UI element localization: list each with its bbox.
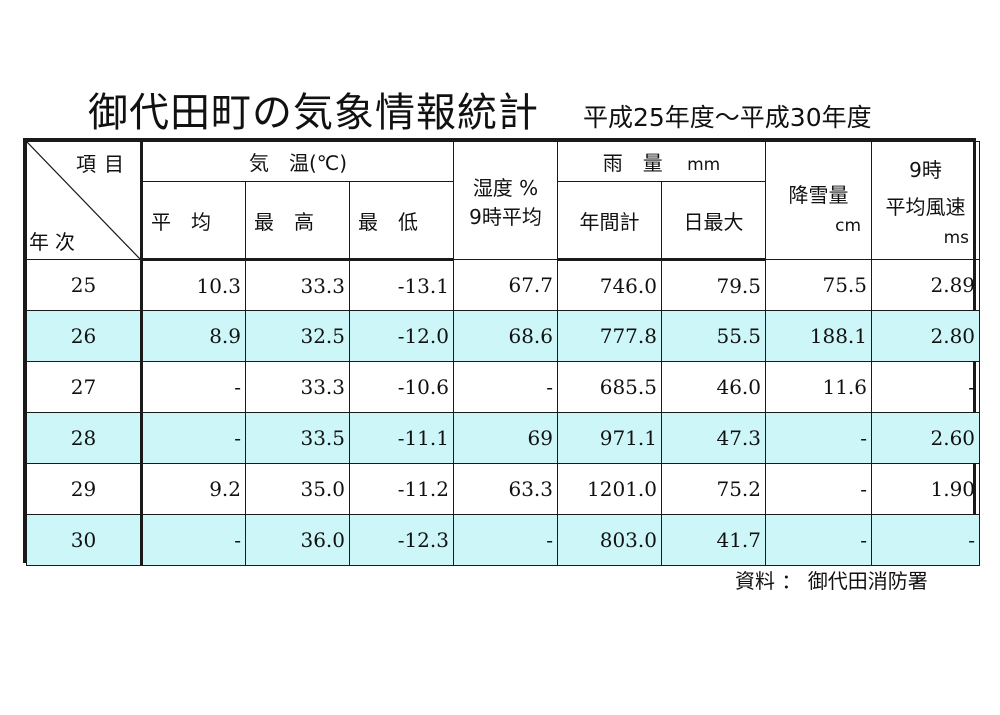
cell-year: 28: [26, 412, 142, 464]
cell-avg: -: [140, 361, 246, 413]
cell-avg: -: [140, 514, 246, 566]
cell-min: -11.2: [349, 463, 454, 515]
cell-avg: -: [140, 412, 246, 464]
cell-wind: 2.80: [871, 310, 981, 362]
table-row: 26 8.9 32.5 -12.0 68.6 777.8 55.5 188.1 2.80: [26, 310, 981, 362]
humidity-header: 湿度 % 9時平均: [453, 141, 558, 260]
cell-avg: 9.2: [140, 463, 246, 515]
rain-header-unit: mm: [687, 155, 721, 175]
cell-min: -12.3: [349, 514, 454, 566]
table-row: 27-33.3 -10.6-685.5 46.0 11.6-: [26, 361, 981, 413]
corner-label-year: 年次: [29, 230, 81, 254]
cell-max: 33.3: [245, 259, 350, 311]
corner-diagonal: [27, 142, 140, 259]
cell-wind: 2.89: [871, 259, 981, 311]
temp-min-header: 最 低: [349, 181, 454, 261]
cell-year: 29: [26, 463, 142, 515]
temp-min-header-label: 最 低: [358, 209, 418, 234]
cell-rain-year: 777.8: [557, 310, 662, 362]
rain-header: 雨 量 mm: [556, 141, 767, 182]
cell-max: 35.0: [245, 463, 350, 515]
temp-avg-header-label: 平 均: [151, 209, 211, 234]
cell-rain-day: 47.3: [660, 412, 767, 464]
temperature-header: 気 温(℃): [140, 141, 454, 182]
cell-humidity: 63.3: [453, 463, 558, 515]
cell-year: 25: [26, 259, 142, 311]
cell-year: 30: [26, 514, 142, 566]
snow-header-label: 降雪量: [788, 183, 849, 207]
cell-humidity: -: [453, 514, 558, 566]
cell-max: 33.5: [245, 412, 350, 464]
cell-rain-day: 41.7: [660, 514, 767, 566]
cell-rain-day: 55.5: [660, 310, 767, 362]
rain-day-header: 日最大: [660, 181, 767, 261]
cell-min: -10.6: [349, 361, 454, 413]
cell-max: 36.0: [245, 514, 350, 566]
table-row: 28-33.5 -11.1 69 971.1 47.3-2.60: [26, 412, 981, 464]
cell-rain-year: 685.5: [557, 361, 662, 413]
rain-header-label: 雨 量: [602, 151, 663, 175]
cell-year: 26: [26, 310, 142, 362]
cell-min: -11.1: [349, 412, 454, 464]
temp-max-header: 最 高: [245, 181, 350, 261]
snow-header: 降雪量 cm: [765, 141, 873, 260]
cell-rain-year: 971.1: [557, 412, 662, 464]
rain-year-header: 年間計: [557, 181, 662, 261]
cell-rain-day: 46.0: [660, 361, 767, 413]
wind-header-line2: 平均風速: [885, 194, 966, 219]
cell-wind: -: [871, 514, 981, 566]
wind-header: 9時 平均風速 ms: [871, 141, 981, 260]
cell-snow: 75.5: [765, 259, 873, 311]
wind-header-unit: ms: [943, 227, 970, 248]
page-title: 御代田町の気象情報統計: [88, 90, 539, 136]
cell-humidity: 69: [453, 412, 558, 464]
cell-snow: -: [765, 463, 873, 515]
cell-wind: 1.90: [871, 463, 981, 515]
cell-wind: 2.60: [871, 412, 981, 464]
cell-year: 27: [26, 361, 142, 413]
cell-avg: 10.3: [140, 259, 246, 311]
page-subtitle: 平成25年度～平成30年度: [583, 103, 872, 132]
cell-min: -12.0: [349, 310, 454, 362]
humidity-header-line2: 9時平均: [469, 204, 542, 229]
table-row: 30-36.0 -12.3-803.0 41.7- -: [26, 514, 981, 566]
cell-wind: -: [871, 361, 981, 413]
table-row: 29 9.2 35.0 -11.2 63.3 1201.0 75.2-1.90: [26, 463, 981, 515]
corner-label-items: 項目: [76, 152, 132, 176]
temp-max-header-label: 最 高: [254, 209, 314, 234]
weather-stats-table: 項目 年次 気 温(℃) 湿度 % 9時平均 雨 量 mm 降雪量 cm 9時: [23, 138, 981, 566]
cell-rain-day: 79.5: [660, 259, 767, 311]
cell-humidity: 68.6: [453, 310, 558, 362]
cell-max: 32.5: [245, 310, 350, 362]
cell-max: 33.3: [245, 361, 350, 413]
cell-rain-day: 75.2: [660, 463, 767, 515]
corner-header: 項目 年次: [26, 141, 142, 260]
cell-min: -13.1: [349, 259, 454, 311]
cell-snow: 11.6: [765, 361, 873, 413]
cell-snow: -: [765, 412, 873, 464]
wind-header-line1: 9時: [909, 157, 942, 182]
table-row: 25 10.3 33.3 -13.1 67.7 746.0 79.5 75.5 2.89: [26, 259, 981, 311]
snow-header-unit: cm: [835, 216, 862, 236]
temp-avg-header: 平 均: [140, 181, 246, 261]
cell-snow: 188.1: [765, 310, 873, 362]
humidity-header-line1: 湿度 %: [472, 175, 539, 200]
table-body: 25 10.3 33.3 -13.1 67.7 746.0 79.5 75.5 2.89 26 8.…: [26, 259, 981, 566]
cell-humidity: 67.7: [453, 259, 558, 311]
source-note: 資料 ： 御代田消防署: [735, 569, 928, 593]
cell-rain-year: 803.0: [557, 514, 662, 566]
cell-humidity: -: [453, 361, 558, 413]
cell-avg: 8.9: [140, 310, 246, 362]
cell-snow: -: [765, 514, 873, 566]
cell-rain-year: 746.0: [557, 259, 662, 311]
cell-rain-year: 1201.0: [557, 463, 662, 515]
